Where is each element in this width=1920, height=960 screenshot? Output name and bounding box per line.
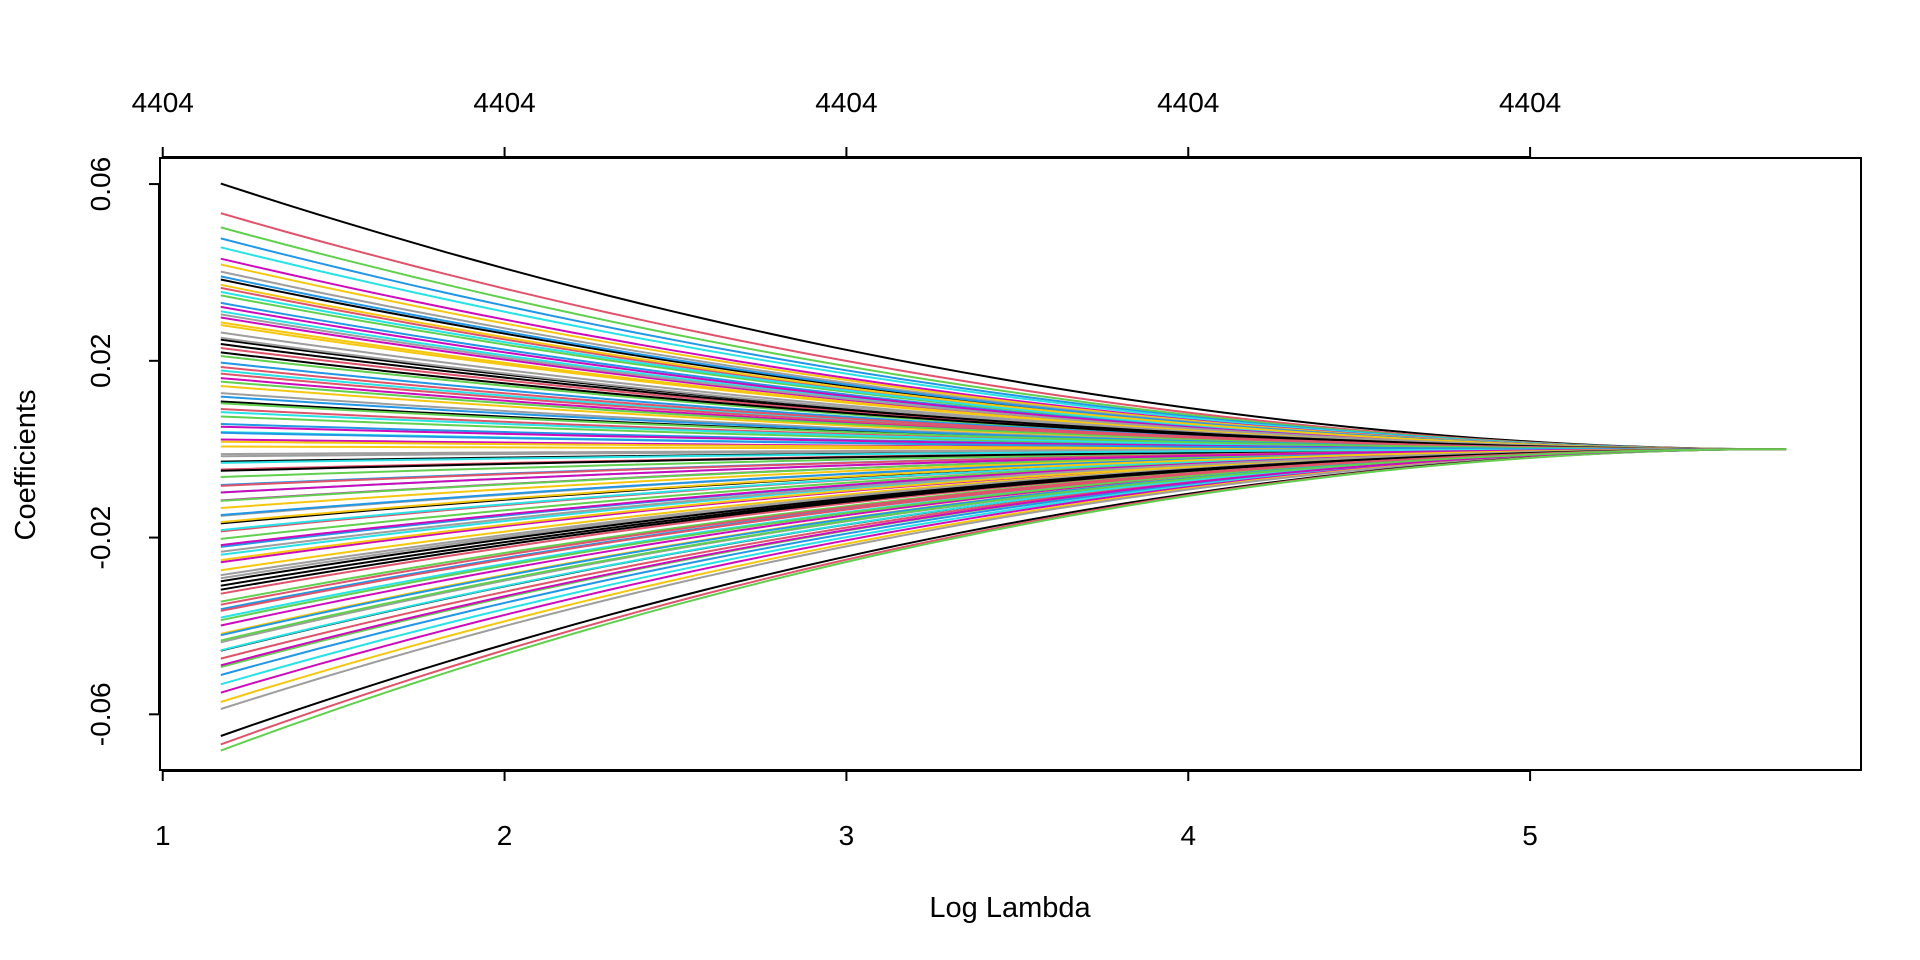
- y-tick-label: 0.02: [85, 334, 116, 389]
- top-tick-label: 4404: [815, 87, 877, 118]
- y-axis-title: Coefficients: [10, 390, 42, 541]
- top-tick-label: 4404: [132, 87, 194, 118]
- y-tick-label: -0.02: [85, 506, 116, 570]
- x-axis-title: Log Lambda: [929, 892, 1091, 924]
- x-tick-label: 4: [1180, 820, 1196, 851]
- x-axis: 1 2 3 4 5: [155, 770, 1538, 851]
- x-tick-label: 1: [155, 820, 171, 851]
- x-tick-label: 2: [497, 820, 513, 851]
- y-axis: -0.06 -0.02 0.02 0.06: [85, 157, 160, 746]
- top-tick-label: 4404: [473, 87, 535, 118]
- top-axis: 4404 4404 4404 4404 4404: [132, 87, 1561, 158]
- top-tick-label: 4404: [1157, 87, 1219, 118]
- x-tick-label: 3: [839, 820, 855, 851]
- x-tick-label: 5: [1522, 820, 1538, 851]
- top-tick-label: 4404: [1499, 87, 1561, 118]
- y-tick-label: 0.06: [85, 157, 116, 212]
- coefficient-path: [220, 448, 1787, 752]
- y-tick-label: -0.06: [85, 682, 116, 746]
- coefficient-path: [220, 448, 1787, 642]
- coefficient-paths: [220, 182, 1787, 752]
